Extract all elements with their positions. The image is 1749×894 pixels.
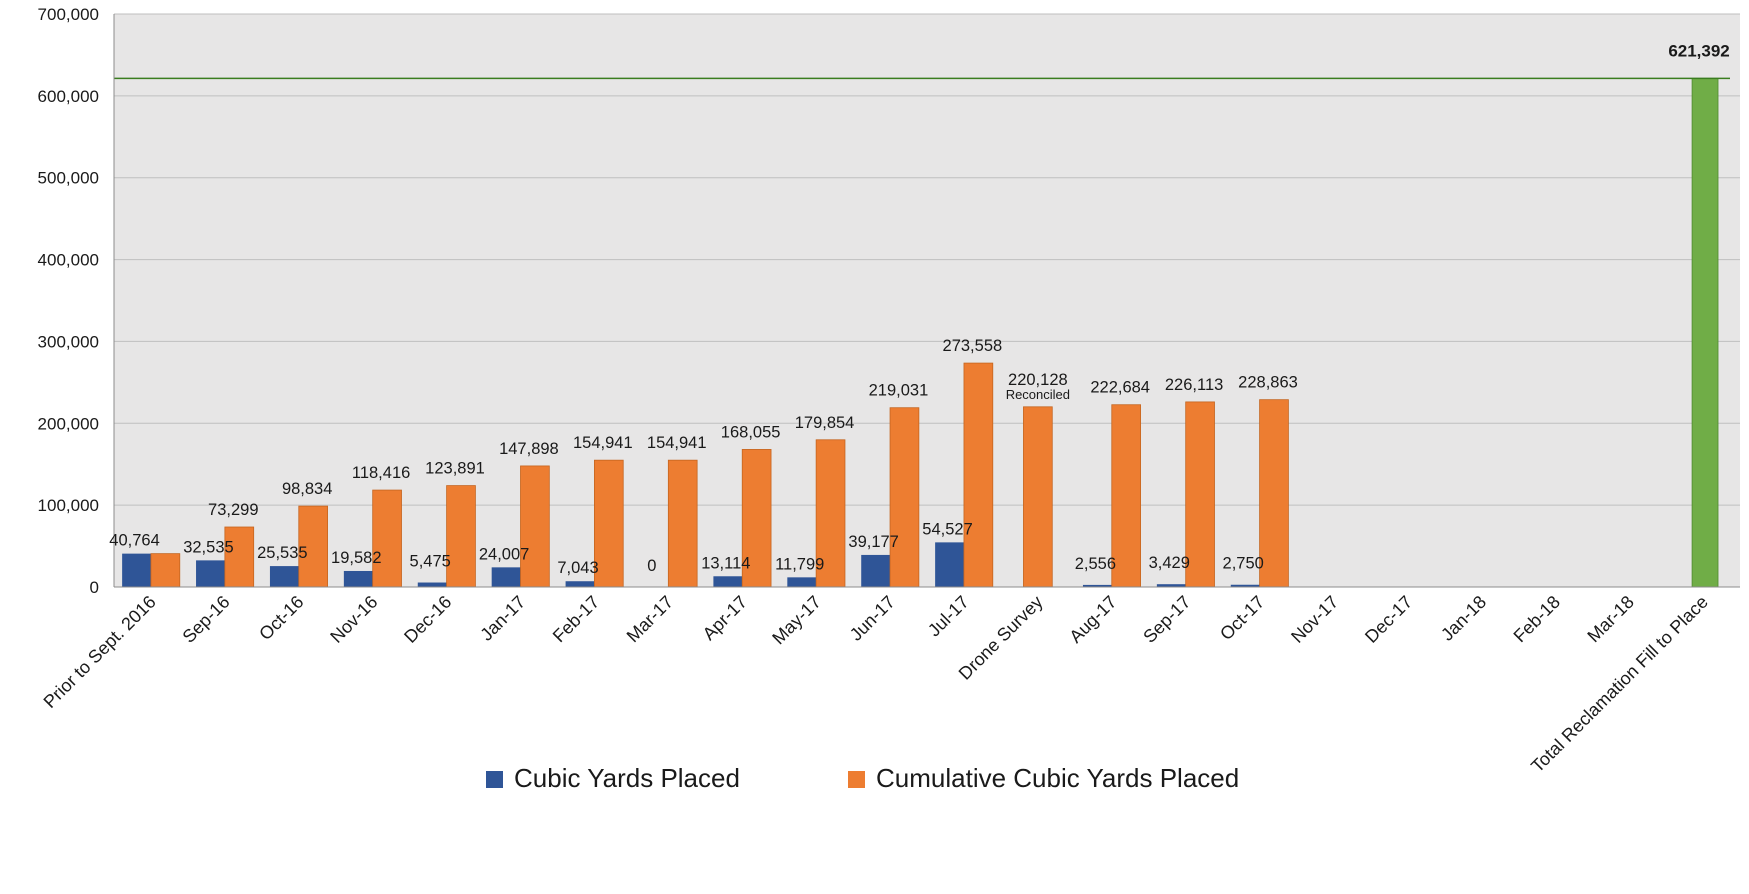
data-label-placed: 40,764 [109, 532, 159, 550]
legend-item[interactable]: Cubic Yards Placed [486, 763, 740, 793]
bar-cumulative-cubic-yards[interactable] [815, 439, 846, 588]
data-label-placed: 25,535 [257, 544, 307, 562]
data-label-cumulative: 118,416 [352, 464, 410, 482]
x-tick-label: Jan-17 [476, 592, 529, 645]
bar-cumulative-cubic-yards[interactable] [1259, 399, 1289, 588]
x-tick-label: May-17 [768, 592, 825, 649]
x-tick-label: Feb-18 [1510, 592, 1564, 646]
x-tick-label: Jul-17 [924, 592, 973, 641]
annotation-reconciled: Reconciled [1006, 387, 1070, 402]
bar-cumulative-cubic-yards[interactable] [150, 553, 181, 588]
data-label-cumulative: 154,941 [647, 434, 707, 452]
data-label-placed: 39,177 [848, 533, 898, 551]
bar-cubic-yards-placed[interactable] [861, 554, 891, 587]
data-label-cumulative: 220,128 [1008, 371, 1068, 389]
data-label-cumulative: 98,834 [282, 480, 332, 498]
x-tick-label: Aug-17 [1065, 592, 1120, 647]
bar-cubic-yards-placed[interactable] [122, 553, 151, 587]
bar-cubic-yards-placed[interactable] [713, 576, 743, 587]
x-tick-label: Feb-17 [549, 592, 603, 646]
bar-cubic-yards-placed[interactable] [343, 570, 373, 587]
data-label-cumulative: 73,299 [208, 501, 258, 519]
data-label-total: 621,392 [1668, 41, 1729, 60]
data-label-placed: 13,114 [701, 554, 750, 572]
legend-item[interactable]: Cumulative Cubic Yards Placed [848, 763, 1239, 793]
y-tick-label: 400,000 [38, 251, 99, 270]
x-tick-label: Sep-17 [1139, 592, 1194, 647]
data-label-cumulative: 179,854 [795, 414, 855, 432]
x-tick-label: Dec-17 [1361, 592, 1416, 647]
bar-cumulative-cubic-yards[interactable] [594, 459, 624, 588]
x-tick-label: Prior to Sept. 2016 [40, 592, 160, 712]
x-tick-label: Oct-17 [1216, 592, 1268, 644]
bar-cumulative-cubic-yards[interactable] [224, 526, 255, 588]
x-tick-label: Sep-16 [179, 592, 234, 647]
x-tick-label: Jun-17 [846, 592, 899, 645]
bar-cubic-yards-placed[interactable] [1156, 584, 1186, 587]
data-label-cumulative: 123,891 [425, 460, 485, 478]
y-tick-label: 100,000 [38, 496, 99, 515]
bar-cubic-yards-placed[interactable] [565, 581, 595, 587]
x-tick-label: Nov-17 [1287, 592, 1342, 647]
data-label-placed: 3,429 [1149, 554, 1190, 572]
data-label-placed: 24,007 [479, 545, 529, 563]
x-tick-label: Apr-17 [699, 592, 751, 644]
bar-cubic-yards-placed[interactable] [1230, 584, 1260, 587]
bar-cubic-yards-placed[interactable] [787, 577, 817, 587]
bar-cumulative-cubic-yards[interactable] [372, 489, 402, 588]
data-label-cumulative: 226,113 [1165, 376, 1223, 394]
data-label-placed: 2,556 [1075, 555, 1116, 573]
bar-cumulative-cubic-yards[interactable] [1023, 406, 1053, 588]
y-tick-label: 200,000 [38, 414, 99, 433]
bar-cumulative-cubic-yards[interactable] [446, 485, 476, 588]
legend-swatch [486, 771, 503, 788]
bar-cumulative-cubic-yards[interactable] [963, 362, 994, 588]
y-tick-label: 500,000 [38, 169, 99, 188]
data-label-cumulative: 147,898 [499, 440, 559, 458]
bar-cubic-yards-placed[interactable] [1082, 584, 1112, 587]
x-tick-label: Oct-16 [255, 592, 307, 644]
data-label-placed: 0 [647, 557, 656, 575]
bar-total-reclamation-fill[interactable] [1691, 77, 1719, 588]
bar-cubic-yards-placed[interactable] [491, 567, 521, 587]
x-tick-label: Jan-18 [1437, 592, 1490, 645]
y-tick-label: 600,000 [38, 87, 99, 106]
plot-area [114, 14, 1740, 587]
x-tick-label: Mar-17 [623, 592, 677, 646]
bar-cumulative-cubic-yards[interactable] [520, 465, 550, 588]
data-label-placed: 11,799 [775, 555, 824, 573]
data-label-placed: 5,475 [410, 553, 451, 571]
data-label-placed: 2,750 [1223, 555, 1264, 573]
bar-cumulative-cubic-yards[interactable] [1111, 404, 1141, 588]
x-tick-label: Mar-18 [1584, 592, 1638, 646]
data-label-cumulative: 228,863 [1238, 374, 1298, 392]
data-label-cumulative: 219,031 [869, 382, 929, 400]
bar-cumulative-cubic-yards[interactable] [1185, 401, 1215, 588]
data-label-placed: 19,582 [331, 549, 381, 567]
bar-cubic-yards-placed[interactable] [935, 542, 964, 587]
bar-cubic-yards-placed[interactable] [417, 582, 447, 587]
x-tick-label: Dec-16 [400, 592, 455, 647]
data-label-placed: 54,527 [922, 520, 972, 538]
legend-label: Cumulative Cubic Yards Placed [876, 763, 1239, 793]
data-label-cumulative: 168,055 [721, 423, 781, 441]
bar-cumulative-cubic-yards[interactable] [889, 407, 920, 588]
data-label-placed: 7,043 [557, 559, 598, 577]
bar-cumulative-cubic-yards[interactable] [667, 459, 698, 588]
data-label-cumulative: 273,558 [943, 337, 1003, 355]
data-label-cumulative: 222,684 [1090, 379, 1150, 397]
y-tick-label: 300,000 [38, 332, 99, 351]
y-tick-label: 700,000 [38, 5, 99, 24]
legend-swatch [848, 771, 865, 788]
bar-cubic-yards-placed[interactable] [269, 566, 299, 587]
y-tick-label: 0 [90, 578, 99, 597]
data-label-placed: 32,535 [183, 538, 233, 556]
data-label-cumulative: 154,941 [573, 434, 633, 452]
x-tick-label: Nov-16 [326, 592, 381, 647]
bar-cumulative-cubic-yards[interactable] [298, 505, 328, 588]
legend-label: Cubic Yards Placed [514, 763, 740, 793]
bar-cubic-yards-placed[interactable] [196, 560, 225, 587]
